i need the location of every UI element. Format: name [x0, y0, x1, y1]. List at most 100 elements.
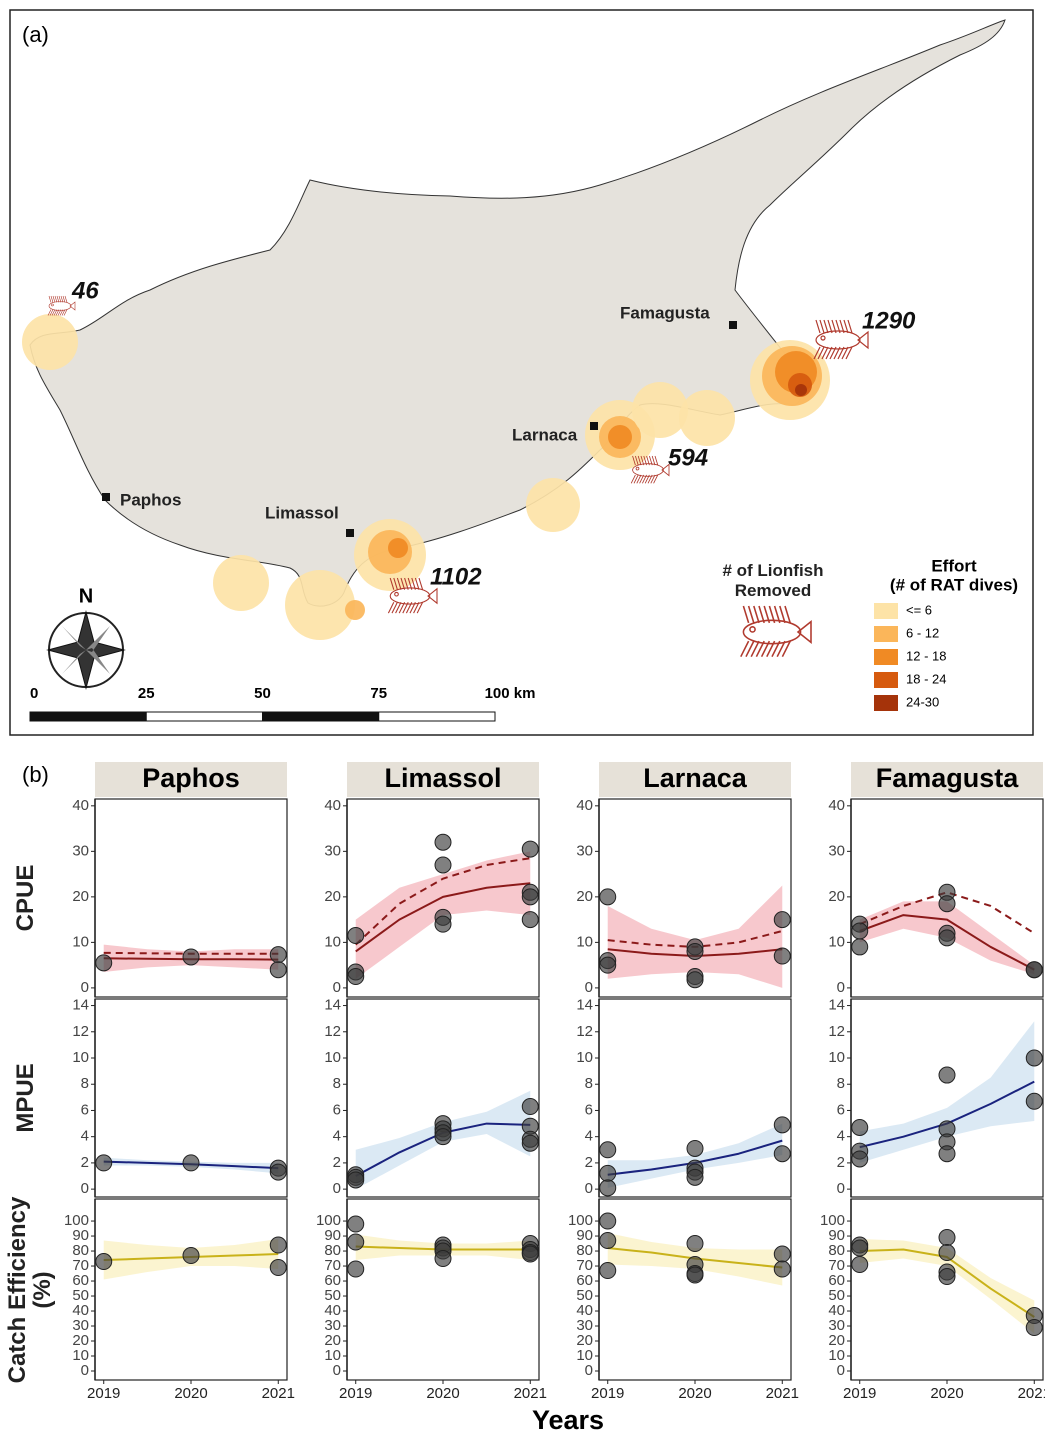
y-tick-label: 8 [333, 1075, 341, 1092]
y-tick-label: 12 [576, 1023, 593, 1040]
x-tick-label: 2019 [87, 1385, 120, 1402]
y-tick-label: 20 [324, 1332, 341, 1349]
y-tick-label: 10 [828, 1049, 845, 1066]
data-point [96, 1254, 112, 1270]
y-tick-label: 50 [324, 1287, 341, 1304]
figure-canvas: (a)FamagustaLarnacaPaphosLimassol4612905… [0, 0, 1045, 1439]
y-tick-label: 14 [576, 997, 593, 1014]
data-point [852, 1257, 868, 1273]
city-label: Limassol [265, 503, 339, 522]
data-point [348, 1234, 364, 1250]
y-tick-label: 0 [837, 1362, 845, 1379]
x-tick-label: 2021 [514, 1385, 547, 1402]
lionfish-count: 46 [71, 277, 99, 304]
x-tick-label: 2020 [930, 1385, 963, 1402]
y-tick-label: 30 [828, 842, 845, 859]
y-tick-label: 6 [333, 1101, 341, 1118]
facet-title: Limassol [384, 763, 501, 793]
y-tick-label: 8 [585, 1075, 593, 1092]
facet-panel: 0102030405060708090100201920202021 [568, 1199, 799, 1402]
facet-panel: 010203040 [324, 797, 539, 997]
removed-legend-title: # of Lionfish Removed [695, 561, 851, 601]
y-tick-label: 30 [324, 842, 341, 859]
data-point [600, 1142, 616, 1158]
effort-swatch [874, 649, 898, 665]
scale-label: 75 [370, 685, 387, 702]
y-tick-label: 0 [837, 979, 845, 996]
data-point [852, 1120, 868, 1136]
effort-swatch [874, 695, 898, 711]
y-tick-label: 0 [81, 1180, 89, 1197]
data-point [270, 947, 286, 963]
y-tick-label: 70 [324, 1257, 341, 1274]
effort-blob [679, 390, 735, 446]
data-point [852, 1151, 868, 1167]
y-tick-label: 10 [828, 933, 845, 950]
x-axis-title: Years [532, 1405, 604, 1435]
data-point [600, 1263, 616, 1279]
x-tick-label: 2020 [174, 1385, 207, 1402]
data-point [1026, 1050, 1042, 1066]
data-point [435, 857, 451, 873]
data-point [522, 889, 538, 905]
y-tick-label: 2 [585, 1154, 593, 1171]
facet-title: Paphos [142, 763, 240, 793]
data-point [939, 1067, 955, 1083]
effort-blob [285, 570, 355, 640]
y-tick-label: 8 [81, 1075, 89, 1092]
facet-panel: 010203040 [72, 797, 287, 997]
y-tick-label: 30 [324, 1317, 341, 1334]
data-point [852, 923, 868, 939]
data-point [774, 912, 790, 928]
data-point [774, 1146, 790, 1162]
facet-panel: 0102030405060708090100201920202021 [316, 1199, 547, 1402]
y-tick-label: 60 [324, 1272, 341, 1289]
data-point [939, 896, 955, 912]
y-tick-label: 70 [72, 1257, 89, 1274]
x-tick-label: 2019 [591, 1385, 624, 1402]
data-point [348, 969, 364, 985]
y-tick-label: 70 [828, 1257, 845, 1274]
y-tick-label: 100 [568, 1212, 593, 1229]
north-label: N [79, 585, 93, 607]
y-tick-label: 20 [72, 888, 89, 905]
y-tick-label: 90 [828, 1227, 845, 1244]
data-point [522, 841, 538, 857]
data-point [600, 1213, 616, 1229]
row-title: CPUE [13, 838, 38, 958]
data-point [600, 1233, 616, 1249]
y-tick-label: 80 [828, 1242, 845, 1259]
y-tick-label: 30 [576, 842, 593, 859]
facet-panel: 02468101214 [72, 997, 287, 1198]
y-tick-label: 0 [837, 1180, 845, 1197]
data-point [939, 1146, 955, 1162]
data-point [774, 948, 790, 964]
city-label: Larnaca [512, 425, 578, 444]
compass [48, 612, 124, 688]
y-tick-label: 12 [72, 1023, 89, 1040]
y-tick-label: 90 [72, 1227, 89, 1244]
data-point [96, 955, 112, 971]
city-marker [729, 321, 737, 329]
data-point [435, 1129, 451, 1145]
data-point [522, 912, 538, 928]
data-point [774, 1261, 790, 1277]
panel-bg [95, 1199, 287, 1380]
y-tick-label: 10 [576, 1049, 593, 1066]
facet-panel: 02468101214 [576, 997, 791, 1198]
effort-legend-subtitle: (# of RAT dives) [890, 575, 1018, 594]
scale-label: 100 km [485, 685, 536, 702]
x-tick-label: 2020 [426, 1385, 459, 1402]
data-point [600, 957, 616, 973]
facet-panel: 02468101214 [324, 997, 539, 1198]
y-tick-label: 6 [81, 1101, 89, 1118]
data-point [600, 1165, 616, 1181]
effort-blob [213, 555, 269, 611]
y-tick-label: 30 [576, 1317, 593, 1334]
data-point [687, 972, 703, 988]
lionfish-count: 1290 [862, 307, 916, 334]
effort-blob [22, 314, 78, 370]
data-point [348, 928, 364, 944]
y-tick-label: 40 [72, 797, 89, 814]
